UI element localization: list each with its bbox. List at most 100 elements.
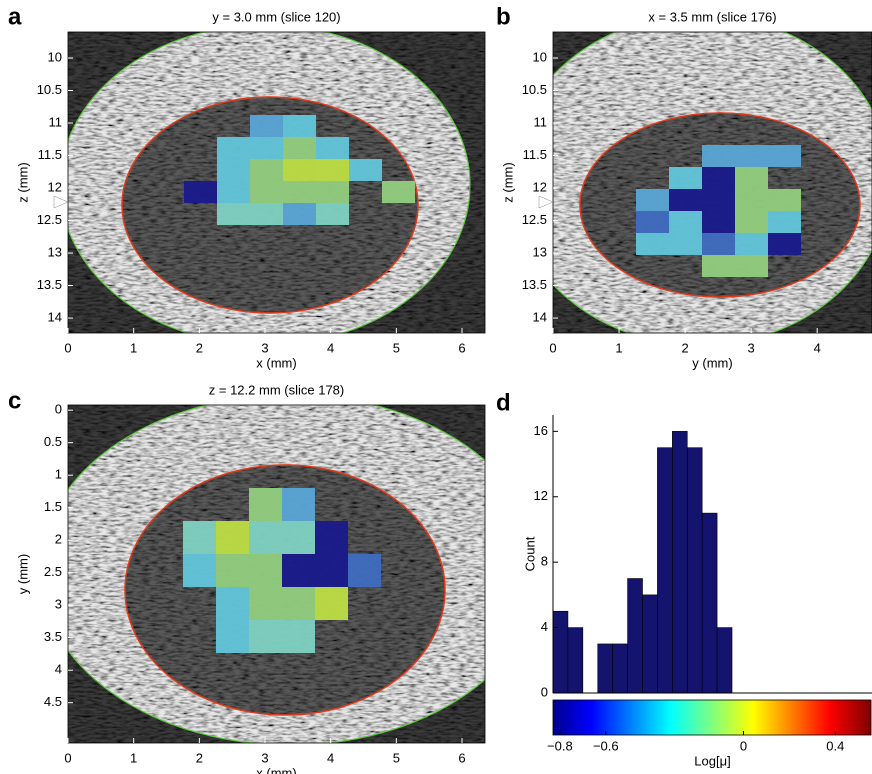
attenuation-cell: [315, 554, 348, 587]
attenuation-cell: [636, 211, 669, 233]
attenuation-cell: [217, 181, 250, 203]
bar: [657, 447, 673, 694]
attenuation-cell: [217, 203, 250, 225]
bar: [642, 594, 658, 694]
bar: [597, 643, 613, 694]
y-tick-label: 10: [533, 49, 547, 64]
panel-label: d: [496, 389, 511, 416]
x-axis-label: x (mm): [256, 765, 296, 774]
y-tick-label: 2.5: [44, 564, 62, 579]
inner-contour: [124, 464, 446, 716]
panel-label: b: [496, 3, 511, 30]
attenuation-cell: [669, 189, 702, 211]
attenuation-cell: [735, 211, 768, 233]
y-tick-label: 4: [55, 662, 62, 677]
x-axis-label: x (mm): [256, 355, 296, 370]
attenuation-cell: [349, 159, 382, 181]
attenuation-cell: [217, 159, 250, 181]
colorbar-tick-label: −0.6: [593, 738, 619, 753]
x-tick-label: 3: [261, 340, 268, 355]
attenuation-cell: [250, 203, 283, 225]
attenuation-cell: [249, 521, 282, 554]
inner-contour: [121, 96, 419, 314]
image-content: [68, 405, 485, 743]
attenuation-cell: [348, 554, 381, 587]
bar: [716, 627, 733, 694]
attenuation-cell: [702, 167, 735, 189]
y-tick-label: 1.5: [44, 499, 62, 514]
attenuation-cell: [283, 137, 316, 159]
ultrasound-image: [68, 32, 485, 333]
attenuation-cell: [282, 587, 315, 620]
attenuation-cell: [735, 167, 768, 189]
attenuation-cell: [249, 620, 282, 653]
bar: [552, 610, 569, 694]
bar: [612, 643, 628, 694]
colorbar-tick-label: 0: [740, 738, 747, 753]
attenuation-cell: [702, 189, 735, 211]
image-title: y = 3.0 mm (slice 120): [212, 9, 340, 24]
attenuation-cell: [283, 115, 316, 137]
y-tick-label: 12.5: [37, 212, 62, 227]
y-tick-label: 13.5: [522, 277, 547, 292]
y-tick-label: 4: [541, 619, 548, 634]
x-tick-label: 4: [327, 750, 334, 765]
colorbar-tick-label: 0.4: [826, 738, 844, 753]
y-axis-label: Count: [522, 536, 537, 571]
attenuation-cell: [315, 587, 348, 620]
attenuation-cell: [184, 181, 217, 203]
y-tick-label: 14: [533, 309, 547, 324]
y-tick-label: 12: [48, 179, 62, 194]
attenuation-cell: [669, 167, 702, 189]
x-tick-label: 2: [196, 750, 203, 765]
attenuation-cell: [216, 587, 249, 620]
x-tick-label: 6: [458, 750, 465, 765]
x-tick-label: 1: [130, 340, 137, 355]
slice-marker: [53, 195, 69, 209]
x-tick-label: 1: [615, 340, 622, 355]
attenuation-cell: [735, 255, 768, 277]
attenuation-cell: [217, 137, 250, 159]
attenuation-cell: [636, 189, 669, 211]
outer-contour: [68, 32, 471, 333]
attenuation-cell: [316, 181, 349, 203]
y-axis-label: z (mm): [500, 162, 515, 202]
image-frame: [552, 31, 872, 334]
y-tick-label: 11.5: [523, 147, 547, 162]
y-tick-label: 12.5: [522, 212, 547, 227]
x-tick-label: 6: [458, 340, 465, 355]
x-tick-label: 0: [64, 750, 71, 765]
attenuation-cell: [249, 488, 282, 521]
y-axis-label: y (mm): [15, 554, 30, 594]
y-tick-label: 4.5: [44, 694, 62, 709]
attenuation-cell: [768, 233, 801, 255]
y-tick-label: 11.5: [38, 147, 62, 162]
panel-label: c: [8, 387, 21, 414]
image-title: z = 12.2 mm (slice 178): [209, 382, 344, 397]
x-tick-label: 2: [196, 340, 203, 355]
attenuation-cell: [282, 554, 315, 587]
attenuation-cell: [283, 181, 316, 203]
ultrasound-image: [68, 405, 485, 743]
y-tick-label: 10.5: [37, 82, 62, 97]
attenuation-cell: [316, 159, 349, 181]
x-tick-label: 5: [393, 340, 400, 355]
attenuation-cell: [216, 554, 249, 587]
attenuation-cell: [250, 137, 283, 159]
attenuation-cell: [183, 521, 216, 554]
attenuation-cell: [636, 233, 669, 255]
attenuation-cell: [183, 554, 216, 587]
slice-marker: [538, 195, 554, 209]
y-tick-label: 8: [541, 554, 548, 569]
attenuation-cell: [283, 159, 316, 181]
attenuation-cell: [315, 521, 348, 554]
y-tick-label: 14: [48, 309, 62, 324]
attenuation-cell: [250, 115, 283, 137]
attenuation-cell: [702, 255, 735, 277]
x-tick-label: 0: [64, 340, 71, 355]
attenuation-cell: [382, 181, 415, 203]
attenuation-cell: [768, 145, 801, 167]
y-tick-label: 0: [55, 402, 62, 417]
x-axis-label: y (mm): [692, 355, 732, 370]
y-tick-label: 10.5: [522, 82, 547, 97]
